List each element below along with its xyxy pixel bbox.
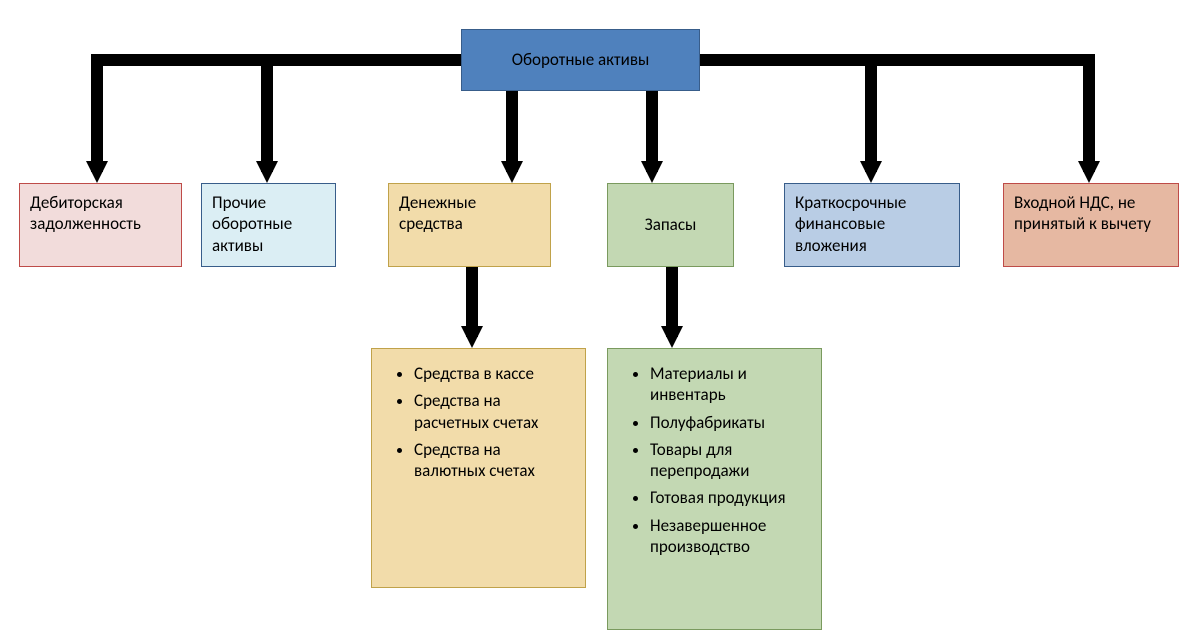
detail-inventory-list: Материалы и инвентарь Полуфабрикаты Това… — [618, 363, 811, 557]
list-item: Полуфабрикаты — [650, 412, 811, 433]
node-label: Дебиторская задолженность — [30, 192, 141, 234]
node-receivables: Дебиторская задолженность — [19, 183, 182, 267]
node-other: Прочие оборотные активы — [201, 183, 336, 267]
list-item: Материалы и инвентарь — [650, 363, 811, 406]
node-label: Прочие оборотные активы — [212, 192, 292, 256]
node-label: Запасы — [645, 214, 697, 235]
detail-inventory: Материалы и инвентарь Полуфабрикаты Това… — [607, 348, 822, 630]
list-item: Средства на расчетных счетах — [414, 390, 575, 433]
connectors-layer — [0, 0, 1200, 635]
list-item: Средства на валютных счетах — [414, 439, 575, 482]
node-vat: Входной НДС, не принятый к вычету — [1003, 183, 1179, 267]
root-label: Оборотные активы — [512, 49, 650, 70]
list-item: Средства в кассе — [414, 363, 575, 384]
list-item: Товары для перепродажи — [650, 439, 811, 482]
diagram-stage: Оборотные активы Дебиторская задолженнос… — [0, 0, 1200, 635]
node-label: Входной НДС, не принятый к вычету — [1014, 192, 1151, 234]
node-cash: Денежные средства — [388, 183, 551, 267]
node-shortterm: Краткосрочные финансовые вложения — [784, 183, 960, 267]
list-item: Незавершенное производство — [650, 515, 811, 558]
detail-cash: Средства в кассе Средства на расчетных с… — [371, 348, 586, 588]
node-inventory: Запасы — [607, 183, 734, 267]
list-item: Готовая продукция — [650, 487, 811, 508]
node-label: Денежные средства — [399, 192, 476, 234]
node-label: Краткосрочные финансовые вложения — [795, 192, 906, 256]
detail-cash-list: Средства в кассе Средства на расчетных с… — [382, 363, 575, 481]
root-node: Оборотные активы — [461, 29, 700, 91]
